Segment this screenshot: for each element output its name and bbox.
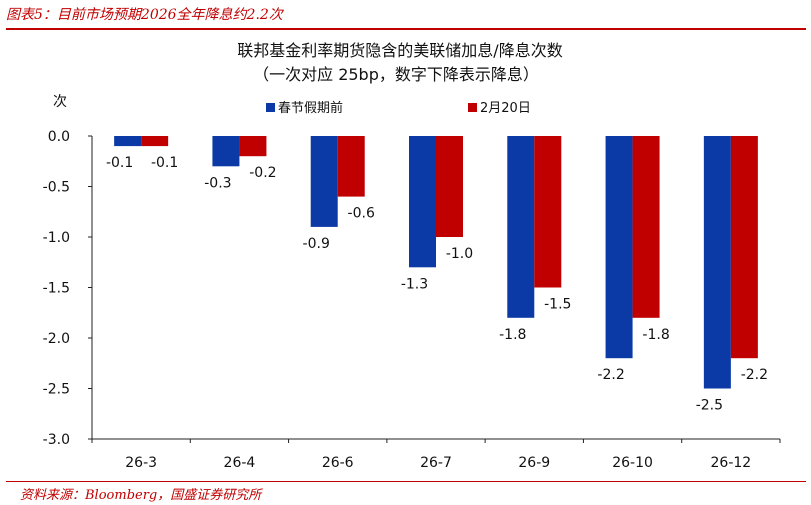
data-label: -2.2 xyxy=(597,367,624,383)
data-label: -0.1 xyxy=(151,155,178,171)
x-tick-label: 26-9 xyxy=(518,455,550,471)
x-tick-label: 26-12 xyxy=(711,455,752,471)
bar-before-holiday xyxy=(409,136,436,268)
data-label: -2.2 xyxy=(741,367,768,383)
bar-feb-20 xyxy=(730,136,758,359)
x-tick-label: 26-10 xyxy=(612,455,653,471)
bar-before-holiday xyxy=(212,136,240,167)
bar-before-holiday xyxy=(605,136,633,359)
x-tick-label: 26-3 xyxy=(125,455,157,471)
x-tick-label: 26-4 xyxy=(224,455,256,471)
data-label: -0.2 xyxy=(249,165,276,181)
y-tick-label: -1.5 xyxy=(43,281,70,297)
y-tick-label: -2.0 xyxy=(43,331,70,347)
data-label: -0.3 xyxy=(204,175,231,191)
bar-feb-20 xyxy=(141,136,169,147)
legend: 春节假期前 2月20日 xyxy=(266,100,531,116)
y-tick-label: -1.0 xyxy=(43,230,70,246)
data-label: -1.8 xyxy=(499,327,526,343)
legend-swatch-before-holiday xyxy=(266,103,275,112)
top-divider xyxy=(6,28,806,30)
data-label: -1.5 xyxy=(544,297,571,313)
chart-title: 联邦基金利率期货隐含的美联储加息/降息次数 xyxy=(237,41,562,60)
data-label: -2.5 xyxy=(696,398,723,414)
source-note: 资料来源：Bloomberg，国盛证券研究所 xyxy=(20,488,262,503)
bar-feb-20 xyxy=(239,136,267,157)
bar-feb-20 xyxy=(534,136,562,288)
bar-before-holiday xyxy=(310,136,338,227)
y-axis-label: 次 xyxy=(53,94,67,110)
bar-before-holiday xyxy=(114,136,142,147)
bar-chart: 联邦基金利率期货隐含的美联储加息/降息次数 （一次对应 25bp，数字下降表示降… xyxy=(43,41,781,471)
data-label: -0.6 xyxy=(348,206,375,222)
bar-before-holiday xyxy=(507,136,535,318)
legend-swatch-feb-20 xyxy=(468,103,477,112)
data-label: -0.9 xyxy=(303,236,330,252)
chart-subtitle: （一次对应 25bp，数字下降表示降息） xyxy=(253,65,539,84)
bar-feb-20 xyxy=(337,136,365,197)
bottom-divider xyxy=(6,481,806,482)
figure-title: 图表5：目前市场预期2026全年降息约2.2次 xyxy=(6,7,283,23)
data-label: -1.0 xyxy=(446,246,473,262)
bar-feb-20 xyxy=(632,136,660,318)
plot-area: 0.0 -0.5 -1.0 -1.5 -2.0 -2.5 -3.0 26-3 26-4 26-6 2… xyxy=(43,129,781,471)
x-tick-label: 26-7 xyxy=(420,455,452,471)
y-tick-label: -0.5 xyxy=(43,180,70,196)
data-label: -1.3 xyxy=(401,276,428,292)
data-label: -0.1 xyxy=(106,155,133,171)
data-label: -1.8 xyxy=(642,327,669,343)
y-tick-label: -3.0 xyxy=(43,432,70,448)
x-tick-label: 26-6 xyxy=(322,455,354,471)
y-tick-label: 0.0 xyxy=(48,129,70,145)
legend-label-feb-20: 2月20日 xyxy=(480,101,531,116)
legend-label-before-holiday: 春节假期前 xyxy=(278,100,343,116)
y-tick-label: -2.5 xyxy=(43,382,70,398)
bar-feb-20 xyxy=(436,136,463,237)
bar-before-holiday xyxy=(703,136,731,389)
